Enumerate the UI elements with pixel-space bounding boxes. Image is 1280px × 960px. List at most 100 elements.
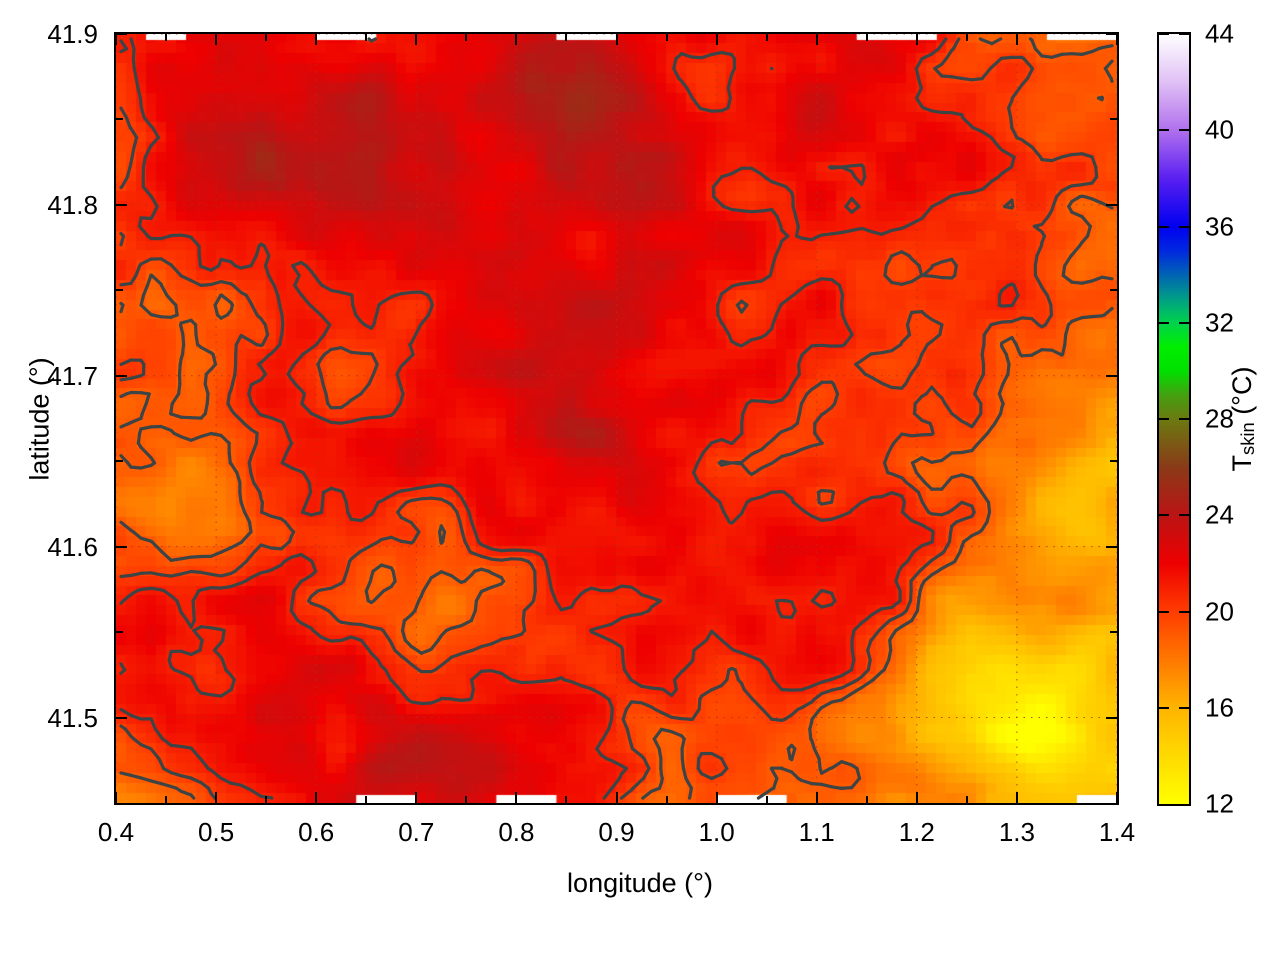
x-tick (615, 792, 618, 803)
colorbar-tick (1159, 610, 1169, 613)
colorbar-label-main: T (1226, 454, 1257, 472)
colorbar-tick-label: 32 (1205, 307, 1234, 338)
x-tick-label: 0.5 (198, 817, 235, 847)
heatmap-plot-area (114, 32, 1119, 805)
colorbar-label-unit: (°C) (1226, 366, 1257, 423)
colorbar-tick (1179, 321, 1189, 324)
x-tick-minor (365, 796, 368, 803)
y-tick (1106, 203, 1117, 206)
colorbar-tick (1179, 418, 1189, 420)
y-tick (1106, 374, 1117, 377)
x-tick-minor (665, 34, 668, 41)
x-tick-label: 1.2 (898, 817, 935, 847)
colorbar-label: Tskin (°C) (1227, 367, 1259, 472)
y-tick (116, 33, 127, 35)
y-tick (116, 716, 127, 719)
x-tick (115, 34, 117, 45)
colorbar-tick-label: 24 (1205, 499, 1234, 530)
x-tick (1116, 792, 1118, 803)
x-tick-label: 0.6 (298, 817, 335, 847)
x-tick (715, 792, 718, 803)
x-tick-minor (965, 796, 968, 803)
y-tick (1106, 716, 1117, 719)
y-tick-minor (1110, 631, 1117, 634)
x-tick-label: 0.8 (498, 817, 535, 847)
colorbar-tick-label: 28 (1205, 403, 1234, 434)
x-tick-minor (165, 34, 168, 41)
x-tick (815, 792, 818, 803)
x-tick-minor (765, 34, 768, 41)
x-tick-label: 1.1 (798, 817, 835, 847)
y-tick-minor (1110, 289, 1117, 292)
colorbar-tick (1179, 33, 1189, 35)
y-tick-minor (116, 460, 123, 463)
x-tick (515, 792, 518, 803)
y-tick-label: 41.6 (47, 531, 98, 562)
x-tick-label: 0.7 (398, 817, 435, 847)
x-tick (215, 34, 218, 45)
x-tick (1015, 792, 1018, 803)
colorbar-tick (1179, 129, 1189, 132)
x-tick-minor (265, 34, 268, 41)
colorbar-tick (1159, 225, 1169, 228)
x-tick-minor (665, 796, 668, 803)
x-tick (815, 34, 818, 45)
y-tick-minor (116, 289, 123, 292)
x-tick (915, 792, 918, 803)
x-tick-label: 0.4 (97, 817, 135, 847)
x-tick-label: 1.3 (998, 817, 1035, 847)
x-tick-minor (965, 34, 968, 41)
x-tick (715, 34, 718, 45)
x-tick (315, 792, 318, 803)
x-tick-minor (765, 796, 768, 803)
x-tick (115, 792, 117, 803)
colorbar-tick-label: 12 (1205, 788, 1234, 819)
x-tick (315, 34, 318, 45)
colorbar-tick-label: 44 (1205, 18, 1234, 49)
colorbar-tick (1179, 225, 1189, 228)
colorbar-tick-label: 16 (1205, 692, 1234, 723)
colorbar-tick (1159, 321, 1169, 324)
colorbar-tick-label: 36 (1205, 211, 1234, 241)
y-tick-minor (116, 631, 123, 634)
x-tick-minor (465, 34, 468, 41)
x-tick-minor (165, 796, 168, 803)
y-axis-label: latitude (°) (24, 357, 55, 481)
x-tick (915, 34, 918, 45)
colorbar-label-sub: skin (1237, 422, 1259, 455)
colorbar-tick-label: 20 (1205, 596, 1234, 626)
heatmap-raster (116, 34, 1117, 803)
y-tick (116, 374, 127, 377)
y-tick-label: 41.8 (47, 189, 98, 220)
x-tick-minor (565, 34, 568, 41)
x-tick (1116, 34, 1118, 45)
x-tick (215, 792, 218, 803)
y-tick-label: 41.9 (47, 19, 98, 49)
colorbar-tick (1159, 706, 1169, 709)
x-tick (615, 34, 618, 45)
colorbar-tick (1159, 514, 1169, 517)
colorbar-tick (1159, 129, 1169, 132)
x-tick (415, 792, 418, 803)
x-tick-minor (465, 796, 468, 803)
x-tick (415, 34, 418, 45)
x-tick-minor (865, 34, 868, 41)
x-tick-label: 1.4 (1098, 817, 1136, 847)
y-tick-minor (1110, 118, 1117, 121)
y-tick-minor (116, 118, 123, 121)
colorbar-tick (1179, 706, 1189, 709)
y-tick (1106, 33, 1117, 35)
colorbar-tick-label: 40 (1205, 114, 1234, 145)
colorbar-tick (1179, 610, 1189, 613)
y-tick-label: 41.7 (47, 360, 98, 391)
y-tick-label: 41.5 (47, 702, 98, 733)
x-tick-label: 1.0 (698, 817, 735, 847)
y-tick (1106, 545, 1117, 548)
x-tick-minor (865, 796, 868, 803)
y-tick (116, 203, 127, 206)
x-axis-label: longitude (°) (567, 868, 713, 898)
x-tick-minor (565, 796, 568, 803)
x-tick (515, 34, 518, 45)
x-tick-minor (265, 796, 268, 803)
